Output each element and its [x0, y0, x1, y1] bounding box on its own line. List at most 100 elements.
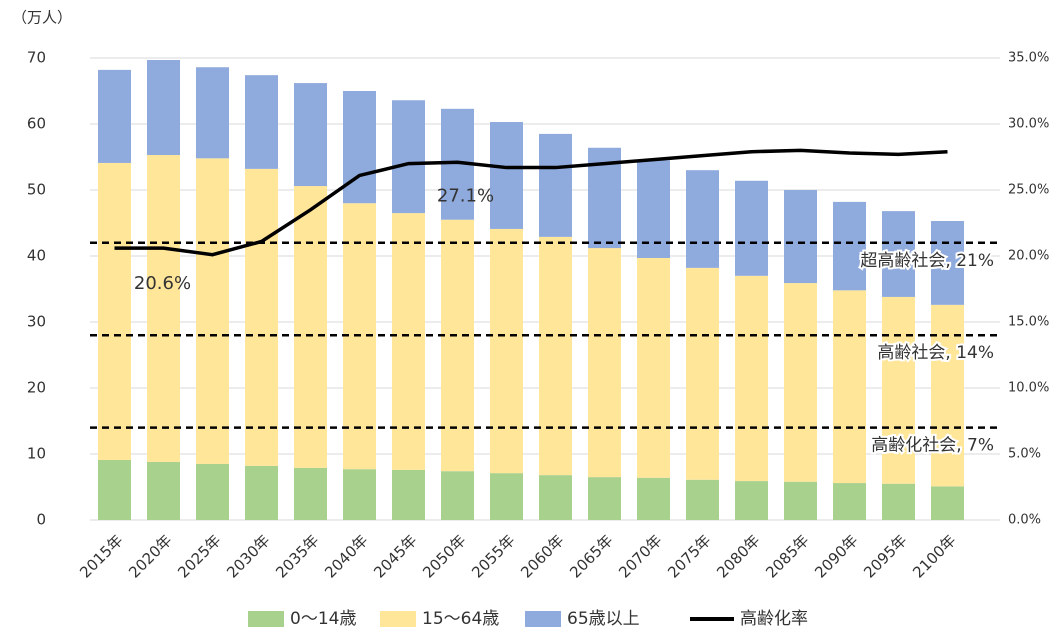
- bar-segment: [539, 236, 572, 476]
- reference-label: 超高齢社会, 21%: [860, 251, 994, 271]
- bar-segment: [245, 465, 278, 520]
- bar-segment: [784, 190, 817, 284]
- y-tick-label: 30: [27, 313, 46, 331]
- y-tick-label: 20: [27, 379, 46, 397]
- legend-label: 15～64歳: [422, 609, 499, 629]
- bar-segment: [735, 481, 768, 520]
- bar-segment: [882, 483, 915, 520]
- bar-segment: [735, 180, 768, 276]
- y2-tick-label: 30.0%: [1008, 117, 1049, 132]
- bar-segment: [294, 186, 327, 468]
- bar-segment: [833, 483, 866, 520]
- bar-segment: [490, 473, 523, 520]
- bar-segment: [931, 304, 964, 487]
- bar-segment: [490, 122, 523, 229]
- bar-segment: [343, 91, 376, 204]
- bar-segment: [490, 228, 523, 474]
- y-tick-label: 50: [27, 181, 46, 199]
- bar-segment: [294, 83, 327, 187]
- y2-tick-label: 35.0%: [1008, 51, 1049, 66]
- legend-label: 0～14歳: [290, 609, 356, 629]
- bar-segment: [833, 201, 866, 291]
- legend-swatch: [248, 611, 284, 627]
- x-tick-label: 2020年: [125, 531, 175, 581]
- legend-label: 65歳以上: [567, 609, 640, 629]
- y-tick-label: 60: [27, 115, 46, 133]
- bar-segment: [539, 475, 572, 520]
- x-tick-label: 2055年: [468, 531, 518, 581]
- y-tick-label: 0: [36, 511, 46, 529]
- bar-segment: [637, 257, 670, 478]
- ratio-line: [114, 148, 948, 257]
- bar-segment: [245, 75, 278, 169]
- x-tick-label: 2030年: [223, 531, 273, 581]
- bar-segment: [441, 471, 474, 520]
- bar-segment: [588, 477, 621, 520]
- bar-segment: [196, 158, 229, 464]
- bar-segment: [882, 296, 915, 484]
- x-tick-label: 2040年: [321, 531, 371, 581]
- bar-segment: [539, 133, 572, 237]
- bar-segment: [392, 100, 425, 214]
- x-tick-label: 2075年: [664, 531, 714, 581]
- y-tick-label: 70: [27, 49, 46, 67]
- x-tick-label: 2025年: [174, 531, 224, 581]
- x-tick-label: 2050年: [419, 531, 469, 581]
- data-label: 20.6%: [134, 273, 191, 294]
- x-tick-label: 2045年: [370, 531, 420, 581]
- bar-segment: [98, 162, 131, 460]
- data-label: 27.1%: [437, 185, 494, 206]
- x-tick-label: 2095年: [860, 531, 910, 581]
- legend-swatch: [525, 611, 561, 627]
- bar-segment: [637, 160, 670, 258]
- x-tick-label: 2035年: [272, 531, 322, 581]
- x-tick-label: 2070年: [615, 531, 665, 581]
- bar-segment: [588, 248, 621, 478]
- bar-segment: [833, 290, 866, 484]
- bar-segment: [441, 219, 474, 472]
- y2-tick-label: 20.0%: [1008, 249, 1049, 264]
- x-tick-label: 2085年: [762, 531, 812, 581]
- y2-tick-label: 5.0%: [1008, 447, 1041, 462]
- bar-segment: [196, 463, 229, 520]
- bar-segment: [392, 469, 425, 520]
- bar-segment: [931, 486, 964, 520]
- x-tick-label: 2080年: [713, 531, 763, 581]
- y-tick-label: 10: [27, 445, 46, 463]
- bar-segment: [392, 213, 425, 470]
- bar-segment: [147, 155, 180, 462]
- bar-segment: [686, 170, 719, 268]
- reference-label: 高齢社会, 14%: [877, 343, 994, 363]
- bar-segment: [784, 283, 817, 482]
- reference-label: 高齢化社会, 7%: [871, 436, 994, 456]
- y2-tick-label: 0.0%: [1008, 513, 1041, 528]
- bar-segment: [686, 267, 719, 480]
- bar-segment: [686, 479, 719, 520]
- bar-segment: [294, 467, 327, 520]
- bar-segment: [735, 275, 768, 482]
- bar-segment: [245, 168, 278, 466]
- bar-segment: [931, 221, 964, 305]
- bar-segment: [784, 481, 817, 520]
- x-tick-label: 2090年: [811, 531, 861, 581]
- bar-segment: [147, 461, 180, 520]
- bar-segment: [98, 69, 131, 163]
- x-tick-label: 2100年: [909, 531, 959, 581]
- bar-segment: [343, 469, 376, 520]
- y-tick-label: 40: [27, 247, 46, 265]
- bar-segment: [882, 211, 915, 297]
- y2-tick-label: 10.0%: [1008, 381, 1049, 396]
- bar-segment: [196, 67, 229, 159]
- x-tick-label: 2060年: [517, 531, 567, 581]
- y2-tick-label: 25.0%: [1008, 183, 1049, 198]
- bar-segment: [637, 477, 670, 520]
- x-tick-label: 2065年: [566, 531, 616, 581]
- y2-tick-label: 15.0%: [1008, 315, 1049, 330]
- x-tick-label: 2015年: [76, 531, 126, 581]
- y-axis-label: （万人）: [12, 9, 72, 27]
- legend-swatch: [380, 611, 416, 627]
- legend-label: 高齢化率: [740, 609, 808, 629]
- bar-segment: [98, 459, 131, 520]
- bar-segment: [147, 59, 180, 156]
